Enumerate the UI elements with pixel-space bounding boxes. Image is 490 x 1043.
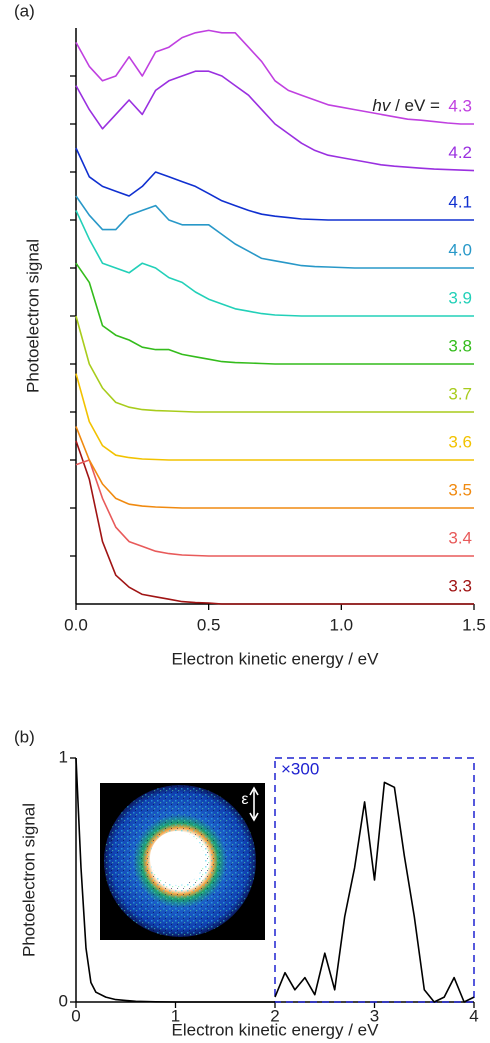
series-label: 4.2 bbox=[448, 143, 472, 162]
inset-center bbox=[150, 831, 204, 885]
series-line bbox=[76, 374, 474, 460]
legend-prefix-text: / eV = bbox=[390, 96, 440, 115]
panel-label: (a) bbox=[14, 1, 35, 20]
x-tick-label: 0 bbox=[71, 1006, 80, 1025]
scale-box-label: ×300 bbox=[281, 759, 319, 778]
series-label: 3.5 bbox=[448, 480, 472, 499]
x-axis-label: Electron kinetic energy / eV bbox=[172, 649, 380, 668]
x-tick-label: 3 bbox=[370, 1006, 379, 1025]
legend-prefix: hv / eV = bbox=[372, 96, 440, 115]
series-label: 3.4 bbox=[448, 528, 472, 547]
series-label: 4.3 bbox=[448, 96, 472, 115]
series-line bbox=[76, 426, 474, 508]
x-tick-label: 1.0 bbox=[330, 615, 354, 634]
series-label: 3.7 bbox=[448, 384, 472, 403]
series-line bbox=[76, 210, 474, 316]
vmi-image: ε bbox=[100, 783, 265, 940]
inset-label: ε bbox=[241, 791, 248, 808]
x-tick-label: 1.5 bbox=[462, 615, 486, 634]
series-line bbox=[275, 782, 474, 1002]
x-tick-label: 2 bbox=[270, 1006, 279, 1025]
y-axis-label: Photoelectron signal bbox=[23, 239, 42, 393]
series-line bbox=[76, 196, 474, 268]
series-line bbox=[76, 148, 474, 220]
series-line bbox=[76, 263, 474, 364]
y-tick-label: 0 bbox=[59, 991, 68, 1010]
panel-label: (b) bbox=[14, 727, 35, 746]
series-label: 3.9 bbox=[448, 288, 472, 307]
series-label: 3.6 bbox=[448, 432, 472, 451]
series-line bbox=[76, 441, 474, 604]
y-axis-label: Photoelectron signal bbox=[19, 803, 38, 957]
x-tick-label: 1 bbox=[171, 1006, 180, 1025]
series-label: 3.8 bbox=[448, 336, 472, 355]
y-tick-label: 1 bbox=[59, 747, 68, 766]
x-tick-label: 4 bbox=[469, 1006, 478, 1025]
series-line bbox=[76, 71, 474, 170]
series-label: 3.3 bbox=[448, 576, 472, 595]
series-label: 4.0 bbox=[448, 240, 472, 259]
series-label: 4.1 bbox=[448, 192, 472, 211]
legend-prefix-italic: hv bbox=[372, 96, 391, 115]
x-tick-label: 0.5 bbox=[197, 615, 221, 634]
x-tick-label: 0.0 bbox=[64, 615, 88, 634]
figure: (a) Photoelectron signal Electron kinetic … bbox=[0, 0, 490, 1043]
